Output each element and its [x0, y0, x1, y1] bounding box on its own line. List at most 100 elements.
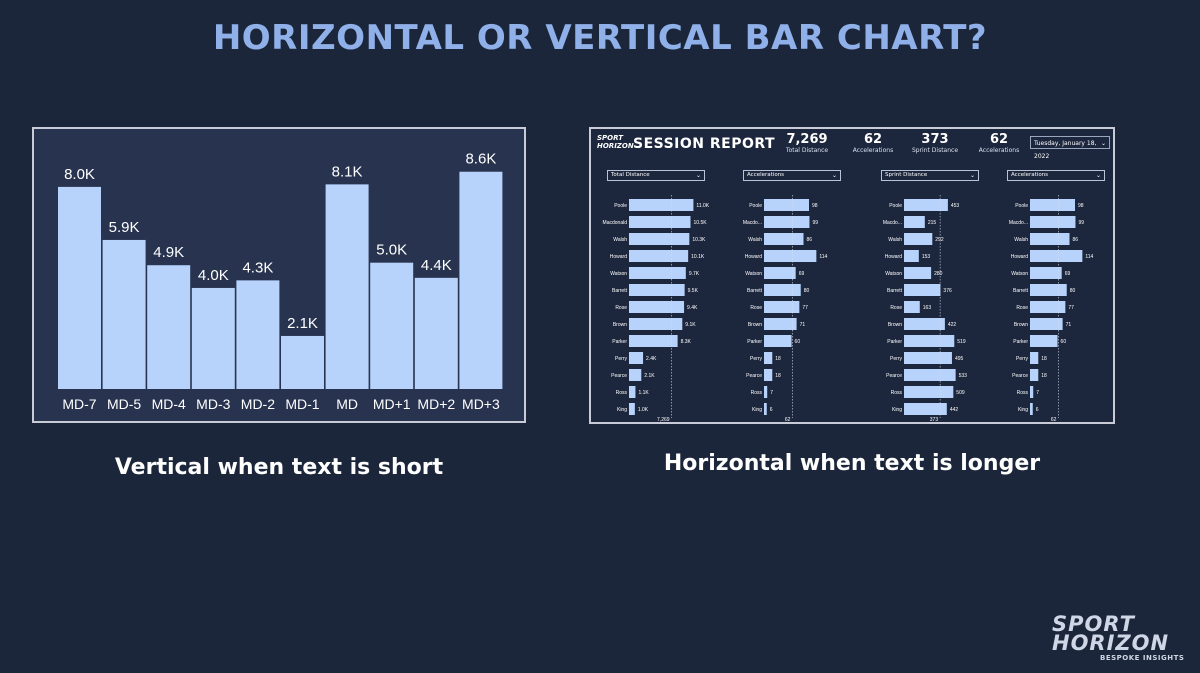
category-label: Poole [889, 203, 902, 209]
metric-dropdown-3[interactable]: Sprint Distance ⌄ [881, 170, 979, 181]
data-label: 71 [800, 322, 806, 328]
bar [764, 335, 792, 347]
metric-dropdown-4[interactable]: Accelerations ⌄ [1007, 170, 1105, 181]
data-label: 495 [955, 356, 964, 362]
bar [904, 250, 919, 262]
bar [764, 250, 817, 262]
data-label: 77 [1068, 305, 1074, 311]
bar [459, 171, 503, 389]
bar [764, 318, 797, 330]
x-tick-label: MD-4 [152, 396, 186, 412]
caption-vertical: Vertical when text is short [114, 455, 444, 480]
bar [1030, 216, 1076, 228]
x-tick-label: MD-1 [285, 396, 319, 412]
data-label: 6 [770, 407, 773, 413]
data-label: 114 [1085, 254, 1093, 260]
category-label: Walsh [888, 237, 902, 243]
data-label: 80 [1070, 288, 1076, 294]
bar [414, 277, 458, 389]
category-label: Pearce [746, 373, 762, 379]
bar [629, 284, 685, 296]
category-label: Rose [615, 305, 627, 311]
category-label: Macdo... [883, 220, 902, 226]
data-label: 4.0K [198, 267, 229, 284]
bar [764, 352, 773, 364]
category-label: Brown [748, 322, 762, 328]
bar [764, 386, 768, 398]
bar [629, 386, 636, 398]
data-label: 1.0K [638, 407, 649, 413]
report-logo-line1: SPORT [597, 134, 623, 142]
data-label: 8.0K [64, 166, 95, 183]
bar [1030, 386, 1034, 398]
category-label: Ross [616, 390, 628, 396]
category-label: Poole [1015, 203, 1028, 209]
category-label: Howard [745, 254, 762, 260]
data-label: 18 [1041, 373, 1047, 379]
bar [629, 403, 635, 415]
bar [325, 184, 369, 389]
bar [629, 250, 689, 262]
metric-dropdown-2[interactable]: Accelerations ⌄ [743, 170, 841, 181]
data-label: 10.3K [692, 237, 706, 243]
kpi-label: Accelerations [852, 147, 894, 154]
data-label: 215 [928, 220, 937, 226]
bar [1030, 250, 1083, 262]
category-label: Rose [750, 305, 762, 311]
data-label: 18 [775, 373, 781, 379]
bar [904, 403, 947, 415]
data-label: 376 [943, 288, 952, 294]
data-label: 86 [1072, 237, 1078, 243]
bar [58, 186, 101, 389]
average-label: 62 [1051, 417, 1057, 422]
dropdown-label: Sprint Distance [885, 172, 928, 178]
data-label: 10.1K [691, 254, 705, 260]
kpi-value: 62 [989, 132, 1009, 147]
bar [629, 216, 691, 228]
bar [629, 301, 685, 313]
data-label: 9.4K [687, 305, 698, 311]
data-label: 80 [804, 288, 810, 294]
x-tick-label: MD-2 [241, 396, 275, 412]
date-filter-value: Tuesday, January 18, 2022 [1034, 140, 1097, 160]
report-logo-line2: HORIZON [597, 142, 634, 150]
sport-horizon-logo: SPORT HORIZON BESPOKE INSIGHTS [1052, 613, 1188, 663]
metric-dropdown-1[interactable]: Total Distance ⌄ [607, 170, 705, 181]
category-label: Rose [1016, 305, 1028, 311]
data-label: 77 [802, 305, 808, 311]
category-label: King [752, 407, 762, 413]
category-label: Walsh [1014, 237, 1028, 243]
vertical-chart-panel: 8.0K MD-7 5.9K MD-5 4.9K MD-4 4.0K MD-3 4.3K MD-2… [32, 127, 526, 423]
date-filter[interactable]: Tuesday, January 18, 2022 ⌄ [1030, 136, 1110, 160]
bar [904, 216, 925, 228]
bar [1030, 284, 1067, 296]
bar [764, 301, 800, 313]
data-label: 99 [1078, 220, 1084, 226]
logo-tagline: BESPOKE INSIGHTS [1100, 654, 1185, 662]
kpi-accelerations: 62 Accelerations [838, 133, 908, 155]
session-report-panel: SPORT HORIZON SESSION REPORT 7,269 Total… [589, 127, 1115, 424]
data-label: 9.1K [685, 322, 696, 328]
data-label: 7 [770, 390, 773, 396]
bar [904, 335, 955, 347]
data-label: 2.4K [646, 356, 657, 362]
bar [1030, 403, 1033, 415]
bar [904, 199, 948, 211]
category-label: Perry [890, 356, 902, 362]
average-label: 7,269 [657, 417, 670, 422]
bar [1030, 335, 1058, 347]
bar [1030, 233, 1070, 245]
bar [1030, 199, 1076, 211]
bar [191, 287, 235, 389]
category-label: Barrett [887, 288, 903, 294]
category-label: Perry [1016, 356, 1028, 362]
category-label: Parker [1013, 339, 1028, 345]
data-label: 98 [812, 203, 818, 209]
x-tick-label: MD [336, 396, 358, 412]
report-logo: SPORT HORIZON [597, 134, 634, 150]
x-tick-label: MD-7 [62, 396, 96, 412]
kpi-accelerations-2: 62 Accelerations [964, 133, 1034, 155]
bar [904, 233, 933, 245]
data-label: 5.9K [109, 219, 140, 236]
data-label: 1.1K [638, 390, 649, 396]
